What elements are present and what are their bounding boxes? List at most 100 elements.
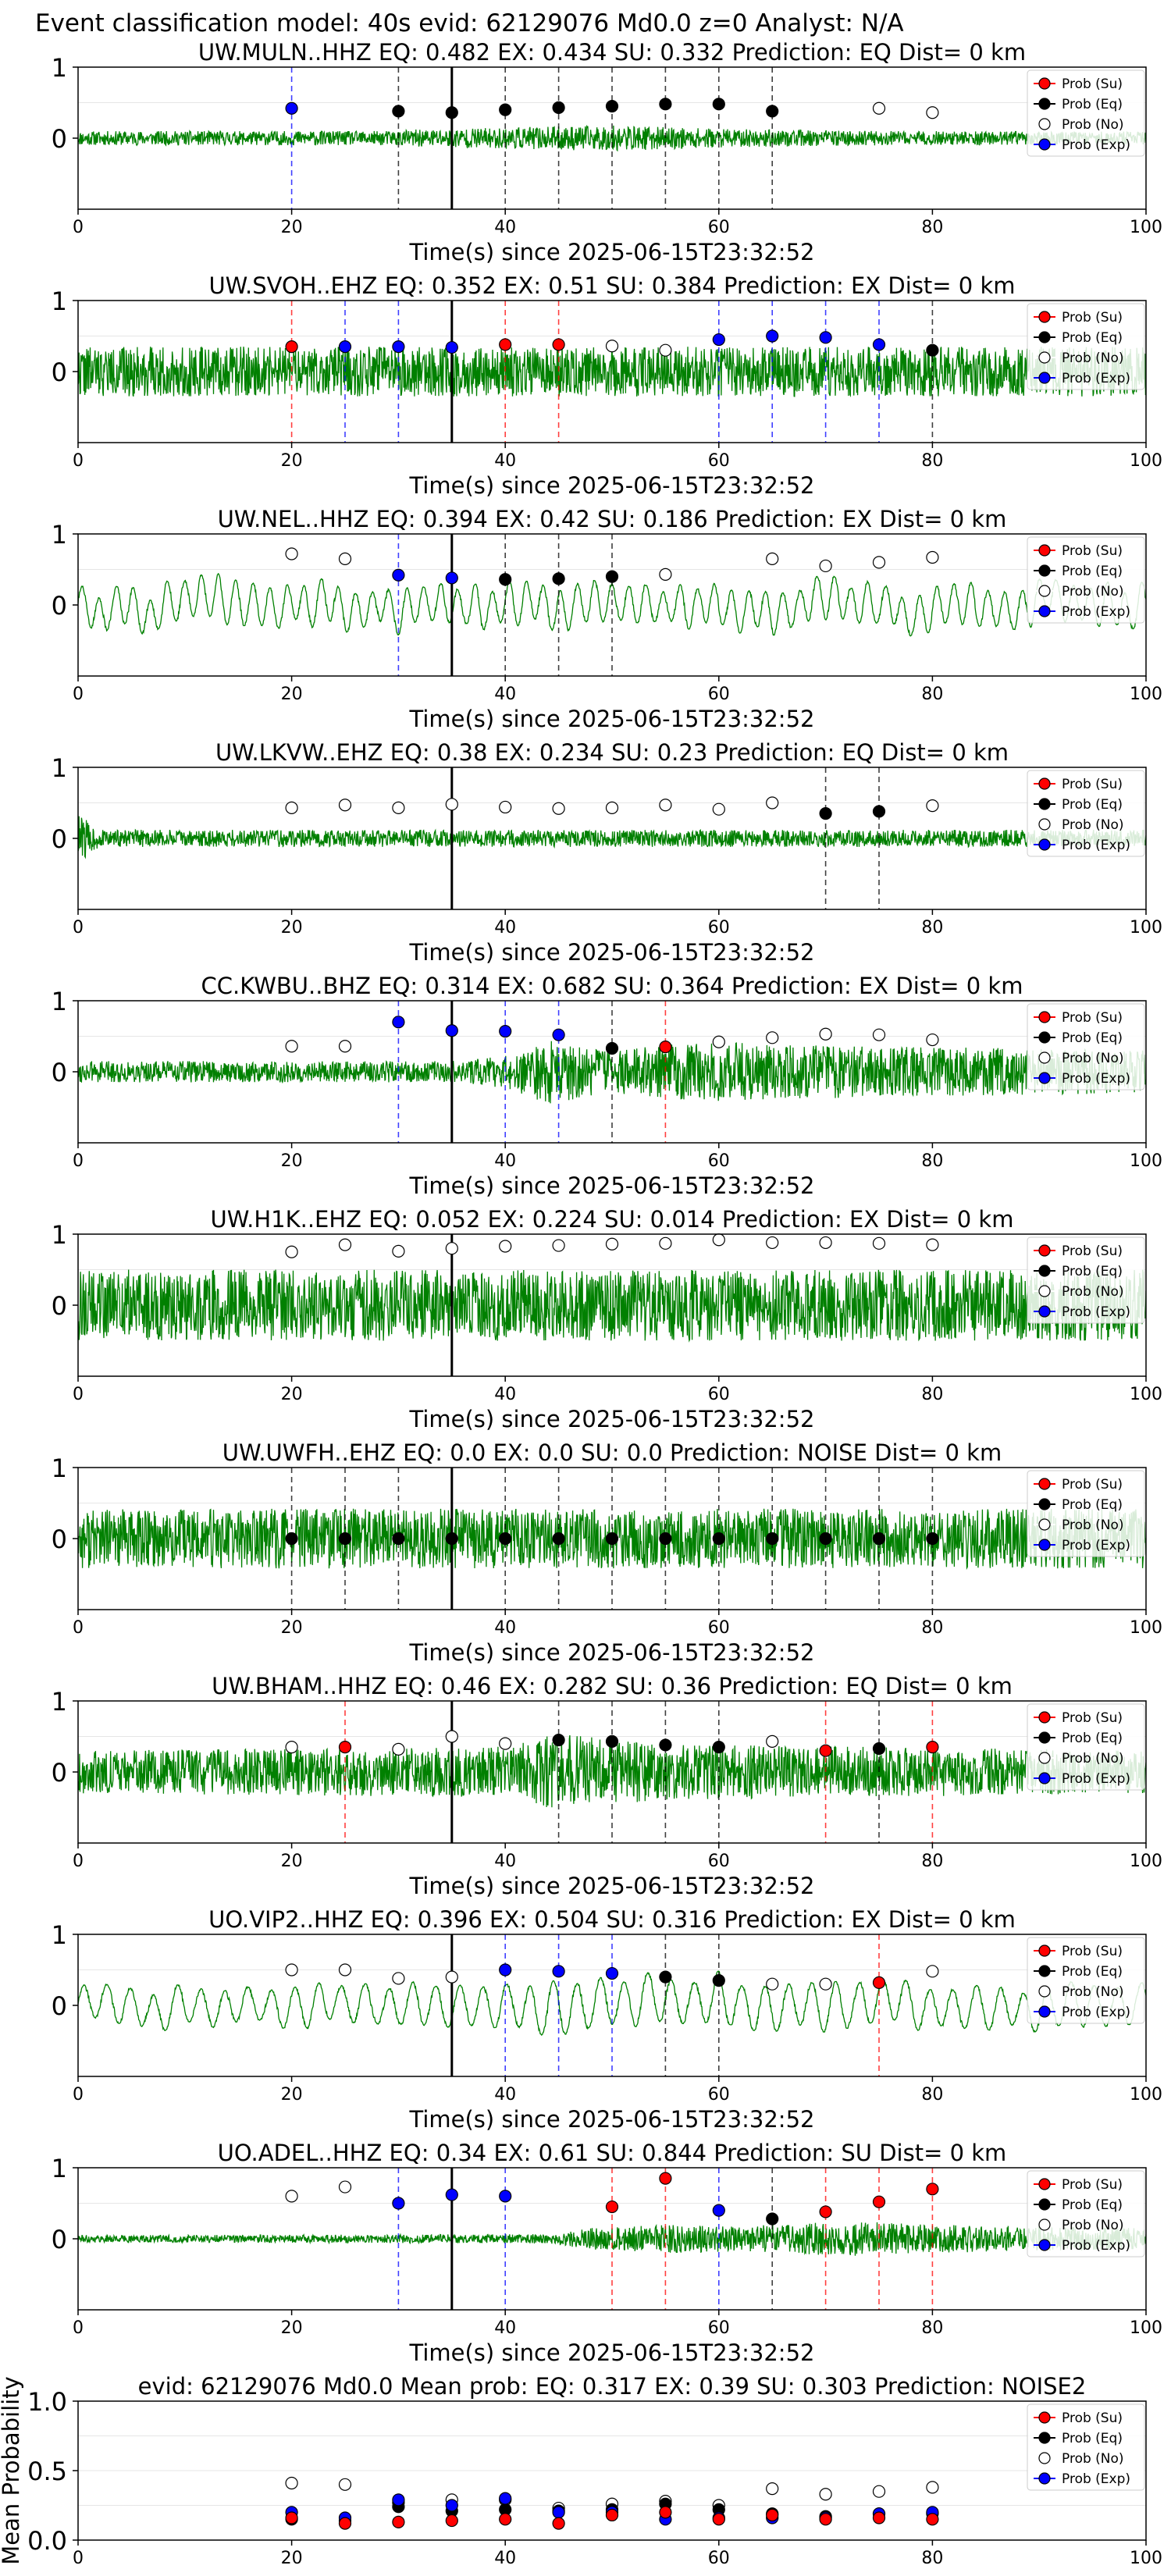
panel-uw-h1k-ehz: UW.H1K..EHZ EQ: 0.052 EX: 0.224 SU: 0.01… xyxy=(52,1206,1162,1432)
prob-marker-no xyxy=(659,343,672,357)
prob-marker-no xyxy=(392,1244,405,1258)
prob-marker-no xyxy=(819,1027,832,1041)
x-tick-label: 80 xyxy=(921,218,943,237)
legend-label-no: Prob (No) xyxy=(1062,1517,1124,1533)
prob-marker-eq xyxy=(552,101,565,114)
x-axis-label: Time(s) since 2025-06-15T23:32:52 xyxy=(409,939,815,966)
prob-marker-no xyxy=(712,1035,725,1048)
y-tick-label: 0.0 xyxy=(27,2526,67,2556)
x-tick-label: 0 xyxy=(73,918,84,938)
x-tick-label: 100 xyxy=(1130,1852,1162,1871)
mean-prob-marker-exp xyxy=(392,2493,405,2507)
prob-marker-eq xyxy=(659,1532,672,1546)
legend-label-exp: Prob (Exp) xyxy=(1062,1071,1130,1087)
x-tick-label: 20 xyxy=(281,1618,303,1638)
panel-title: UW.MULN..HHZ EQ: 0.482 EX: 0.434 SU: 0.3… xyxy=(198,39,1026,66)
prob-marker-exp xyxy=(605,1966,619,1980)
prob-marker-su xyxy=(605,2200,619,2214)
mean-prob-marker-no xyxy=(338,2478,352,2491)
legend-marker-eq xyxy=(1038,1031,1051,1044)
legend-marker-su xyxy=(1038,2178,1051,2190)
prob-marker-no xyxy=(766,1236,779,1250)
legend-marker-su xyxy=(1038,544,1051,557)
legend-label-no: Prob (No) xyxy=(1062,350,1124,366)
prob-marker-su xyxy=(552,338,565,351)
x-tick-label: 20 xyxy=(281,1385,303,1404)
prob-marker-eq xyxy=(605,570,619,583)
legend-box xyxy=(1027,2403,1145,2491)
prob-marker-exp xyxy=(445,340,458,354)
prob-marker-su xyxy=(819,1744,832,1757)
x-tick-label: 40 xyxy=(494,451,516,471)
prob-marker-eq xyxy=(766,2212,779,2226)
prob-marker-no xyxy=(285,1741,298,1754)
legend-marker-eq xyxy=(1038,1498,1051,1510)
panel-title: UO.VIP2..HHZ EQ: 0.396 EX: 0.504 SU: 0.3… xyxy=(208,1906,1016,1933)
x-tick-label: 80 xyxy=(921,2085,943,2105)
prob-marker-no xyxy=(285,1245,298,1258)
y-tick-label: 1 xyxy=(52,1453,67,1483)
x-tick-label: 80 xyxy=(921,1618,943,1638)
prob-marker-eq xyxy=(819,1532,832,1546)
legend-label-no: Prob (No) xyxy=(1062,2218,1124,2233)
legend-label-exp: Prob (Exp) xyxy=(1062,1538,1130,1553)
legend-box xyxy=(1027,770,1145,857)
legend-box xyxy=(1027,1703,1145,1791)
prob-marker-eq xyxy=(445,1532,458,1546)
legend-marker-eq xyxy=(1038,1731,1051,1744)
prob-marker-exp xyxy=(445,571,458,585)
legend-label-exp: Prob (Exp) xyxy=(1062,604,1130,620)
y-tick-label: 0 xyxy=(52,1058,67,1087)
legend-marker-su xyxy=(1038,311,1051,323)
x-tick-label: 40 xyxy=(494,1852,516,1871)
x-tick-label: 40 xyxy=(494,2549,516,2568)
legend-marker-eq xyxy=(1038,2432,1051,2444)
mean-prob-marker-su xyxy=(499,2513,512,2526)
prob-marker-no xyxy=(766,1031,779,1044)
prob-marker-eq xyxy=(392,105,405,118)
legend-label-exp: Prob (Exp) xyxy=(1062,1771,1130,1787)
x-tick-label: 60 xyxy=(708,1385,730,1404)
x-tick-label: 100 xyxy=(1130,1151,1162,1171)
prob-marker-eq xyxy=(712,1741,725,1754)
legend-label-exp: Prob (Exp) xyxy=(1062,2238,1130,2254)
legend-box xyxy=(1027,1470,1145,1557)
x-tick-label: 60 xyxy=(708,1618,730,1638)
legend-box xyxy=(1027,1937,1145,2024)
x-tick-label: 60 xyxy=(708,685,730,704)
prob-marker-eq xyxy=(392,1532,405,1546)
x-tick-label: 80 xyxy=(921,451,943,471)
prob-marker-no xyxy=(285,801,298,814)
mean-prob-marker-su xyxy=(285,2511,298,2524)
prob-marker-no xyxy=(766,1735,779,1748)
prob-marker-eq xyxy=(499,573,512,586)
waveform-trace xyxy=(78,1041,1146,1104)
y-tick-label: 1 xyxy=(52,286,67,316)
prob-marker-no xyxy=(712,802,725,816)
prob-marker-su xyxy=(659,1041,672,1054)
legend-marker-exp xyxy=(1038,1072,1051,1084)
prob-marker-no xyxy=(766,552,779,565)
legend-box xyxy=(1027,69,1145,157)
mean-prob-marker-no xyxy=(872,2485,886,2498)
x-tick-label: 100 xyxy=(1130,1385,1162,1404)
prob-marker-exp xyxy=(285,101,298,115)
legend-label-eq: Prob (Eq) xyxy=(1062,797,1123,813)
prob-marker-exp xyxy=(392,2197,405,2210)
y-tick-label: 1 xyxy=(52,1687,67,1717)
x-tick-label: 40 xyxy=(494,685,516,704)
prob-marker-su xyxy=(926,1741,939,1754)
legend-box xyxy=(1027,536,1145,624)
legend-marker-su xyxy=(1038,1244,1051,1257)
prob-marker-eq xyxy=(605,1735,619,1748)
legend-label-eq: Prob (Eq) xyxy=(1062,1030,1123,1046)
x-tick-label: 60 xyxy=(708,2549,730,2568)
prob-marker-eq xyxy=(659,1738,672,1752)
legend-marker-exp xyxy=(1038,2005,1051,2018)
legend-marker-exp xyxy=(1038,138,1051,151)
mean-prob-marker-su xyxy=(926,2513,939,2526)
prob-marker-no xyxy=(285,547,298,560)
x-axis-label: Time(s) since 2025-06-15T23:32:52 xyxy=(409,472,815,499)
legend-marker-eq xyxy=(1038,331,1051,343)
